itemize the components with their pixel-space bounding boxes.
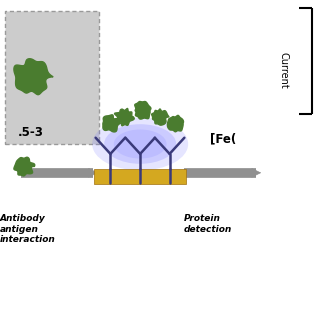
- Ellipse shape: [104, 124, 176, 164]
- Polygon shape: [14, 157, 35, 176]
- Polygon shape: [103, 115, 120, 132]
- Polygon shape: [14, 59, 53, 95]
- Polygon shape: [115, 108, 134, 126]
- Polygon shape: [152, 109, 169, 125]
- Text: .5-3: .5-3: [18, 126, 44, 139]
- Bar: [94, 169, 186, 184]
- FancyBboxPatch shape: [5, 11, 99, 144]
- Text: [Fe(: [Fe(: [210, 133, 236, 146]
- Polygon shape: [167, 116, 183, 132]
- Text: Protein
detection: Protein detection: [184, 214, 232, 234]
- Polygon shape: [135, 101, 151, 119]
- Ellipse shape: [114, 130, 167, 158]
- Text: Antibody
antigen
interaction: Antibody antigen interaction: [0, 214, 56, 244]
- Text: Current: Current: [278, 52, 288, 89]
- Ellipse shape: [92, 117, 188, 170]
